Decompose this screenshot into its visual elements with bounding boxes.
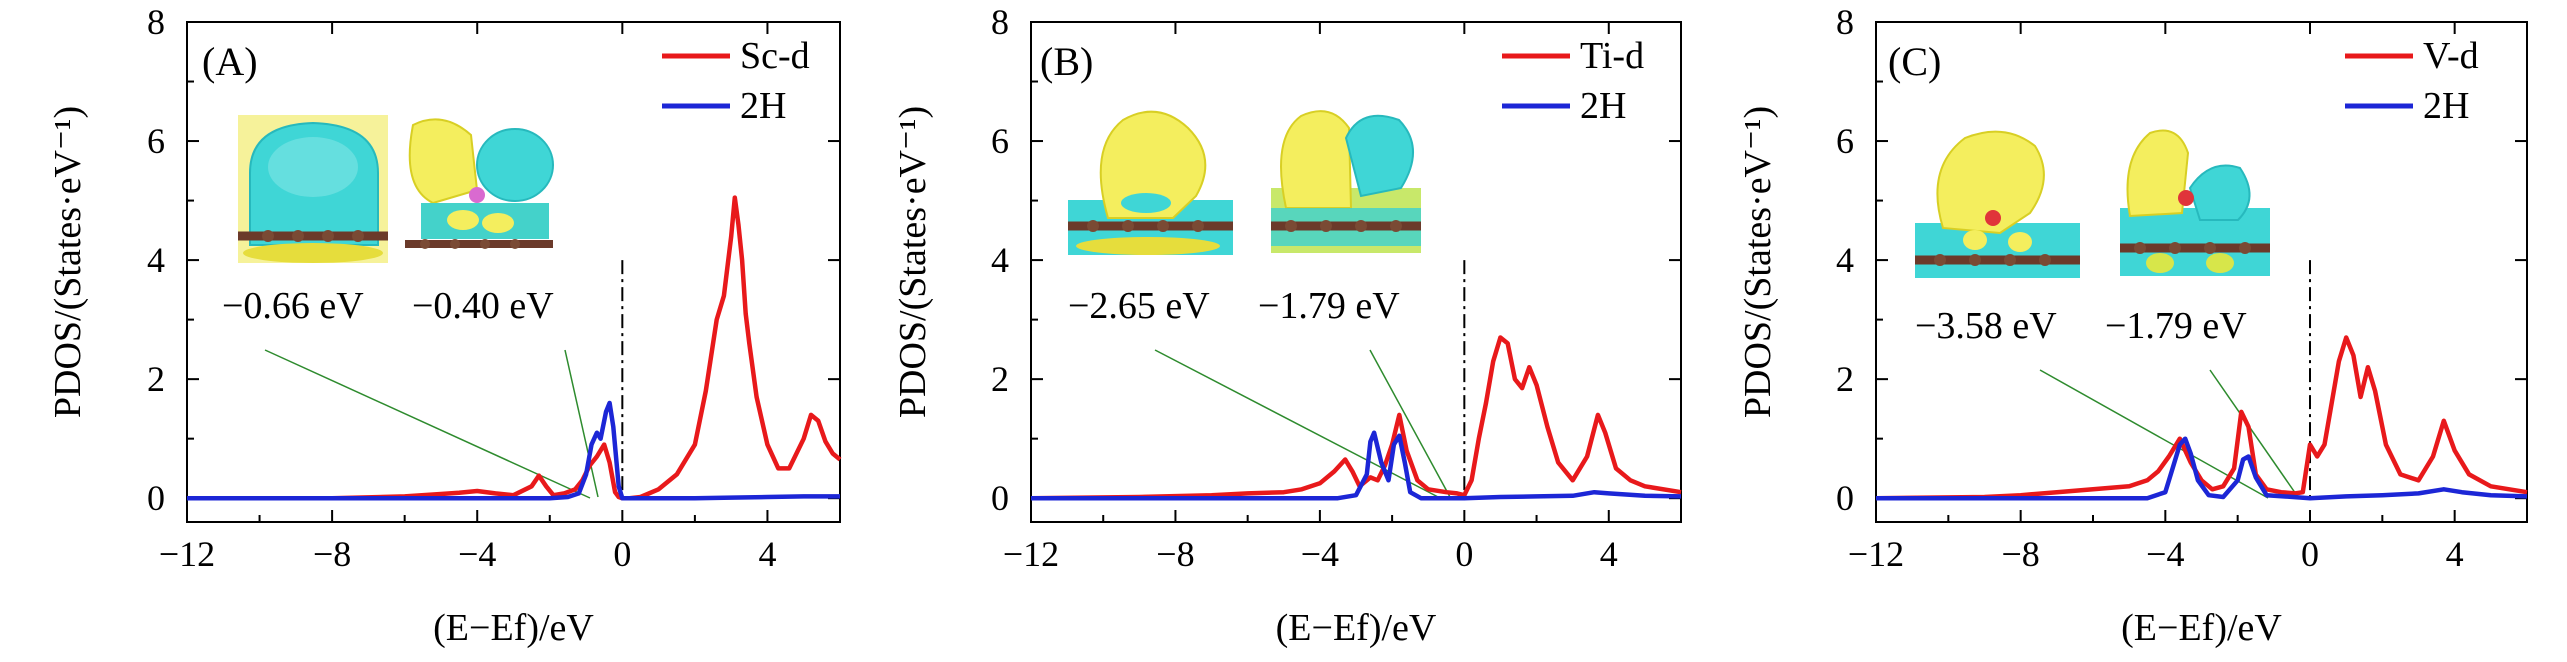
inset-pair-b (1068, 110, 1421, 255)
x-axis-label: (E−Ef)/eV (1276, 607, 1437, 649)
axes-a: −12 −8 −4 0 4 0 2 4 6 8 (E−Ef)/eV (147, 2, 841, 649)
panel-a: PDOS/(States·eV⁻¹) −12 −8 −4 0 4 0 2 4 6 8 (E−Ef)/… (47, 2, 842, 649)
series-line-v-d (1875, 335, 2528, 501)
x-tick-label: −8 (313, 534, 351, 574)
legend-c: V-d 2H (2345, 35, 2479, 127)
series-line-2h (187, 400, 840, 501)
panel-c: PDOS/(States·eV⁻¹) −12 −8 −4 0 4 0 2 4 6 8 (E−Ef)/… (1737, 2, 2528, 649)
series-line-2h (1031, 430, 1682, 501)
curves-a (187, 195, 842, 501)
inset-orbital-image (1271, 110, 1421, 253)
inset-orbital-image (2120, 129, 2270, 276)
ylabel-c: PDOS/(States·eV⁻¹) (1737, 106, 1779, 418)
x-tick-label: −4 (2146, 534, 2184, 574)
x-axis-label: (E−Ef)/eV (433, 607, 594, 649)
legend-label: Sc-d (740, 35, 810, 77)
annotation-guide-line (2039, 369, 2269, 499)
inset-pair-c (1915, 129, 2270, 278)
plot-frame (1875, 21, 2528, 523)
x-tick-label: −4 (1301, 534, 1339, 574)
y-tick-label: 6 (991, 121, 1009, 161)
legend-b: Ti-d 2H (1502, 35, 1644, 127)
inset-pair-a (238, 115, 554, 263)
axes-b: −12 −8 −4 0 4 0 2 4 6 8 (E−Ef)/eV (991, 2, 1682, 649)
legend-label: 2H (740, 85, 786, 127)
x-tick-label: −8 (1156, 534, 1194, 574)
x-tick-label: 4 (758, 534, 776, 574)
y-tick-label: 4 (991, 240, 1009, 280)
y-tick-label: 2 (991, 359, 1009, 399)
energy-annotation: −0.40 eV (412, 285, 554, 327)
x-axis-label: (E−Ef)/eV (2121, 607, 2282, 649)
annotation-guide-line (1369, 349, 1451, 498)
legend-label: V-d (2423, 35, 2479, 77)
x-tick-label: 0 (2301, 534, 2319, 574)
annotation-guide-line (264, 349, 591, 499)
energy-annotation: −1.79 eV (1258, 285, 1400, 327)
axes-c: −12 −8 −4 0 4 0 2 4 6 8 (E−Ef)/eV (1836, 2, 2528, 649)
inset-orbital-image (238, 115, 388, 263)
plot-frame (1030, 21, 1682, 523)
legend-label: 2H (1580, 85, 1626, 127)
annotation-guide-line (564, 349, 599, 498)
y-tick-label: 0 (991, 478, 1009, 518)
y-tick-label: 6 (147, 121, 165, 161)
ylabel-b: PDOS/(States·eV⁻¹) (892, 106, 934, 418)
annotation-guide-line (1154, 349, 1441, 499)
x-tick-label: 4 (1600, 534, 1618, 574)
x-tick-label: −4 (458, 534, 496, 574)
y-tick-label: 6 (1836, 121, 1854, 161)
ylabel-a: PDOS/(States·eV⁻¹) (47, 106, 89, 418)
y-tick-label: 0 (147, 478, 165, 518)
y-tick-label: 8 (1836, 2, 1854, 42)
y-tick-label: 0 (1836, 478, 1854, 518)
series-line-ti-d (1030, 335, 1682, 501)
x-tick-label: 4 (2446, 534, 2464, 574)
y-tick-label: 8 (147, 2, 165, 42)
energy-annotation: −1.79 eV (2105, 305, 2247, 347)
panel-label-b: (B) (1040, 39, 1093, 84)
series-line-2h (1876, 436, 2528, 501)
legend-a: Sc-d 2H (662, 35, 810, 127)
inset-orbital-image (403, 118, 554, 263)
plot-frame (186, 21, 841, 523)
x-tick-label: 0 (1455, 534, 1473, 574)
inset-orbital-image (1915, 130, 2080, 278)
legend-label: Ti-d (1580, 35, 1644, 77)
y-tick-label: 4 (1836, 240, 1854, 280)
energy-annotation: −3.58 eV (1915, 305, 2057, 347)
x-tick-label: −8 (2002, 534, 2040, 574)
curves-b (1030, 260, 1682, 501)
y-tick-label: 2 (1836, 359, 1854, 399)
panel-label-a: (A) (202, 39, 258, 84)
y-tick-label: 2 (147, 359, 165, 399)
inset-orbital-image (1068, 110, 1233, 255)
x-tick-label: −12 (1003, 534, 1059, 574)
y-tick-label: 4 (147, 240, 165, 280)
energy-annotation: −2.65 eV (1068, 285, 1210, 327)
energy-annotation: −0.66 eV (222, 285, 364, 327)
panel-label-c: (C) (1888, 39, 1941, 84)
panel-b: PDOS/(States·eV⁻¹) −12 −8 −4 0 4 0 2 4 6 8 (E−Ef)/… (892, 2, 1682, 649)
legend-label: 2H (2423, 85, 2469, 127)
x-tick-label: −12 (1848, 534, 1904, 574)
y-tick-label: 8 (991, 2, 1009, 42)
x-tick-label: −12 (159, 534, 215, 574)
x-tick-label: 0 (613, 534, 631, 574)
curves-c (1875, 260, 2528, 501)
annotation-guide-line (2209, 369, 2299, 498)
